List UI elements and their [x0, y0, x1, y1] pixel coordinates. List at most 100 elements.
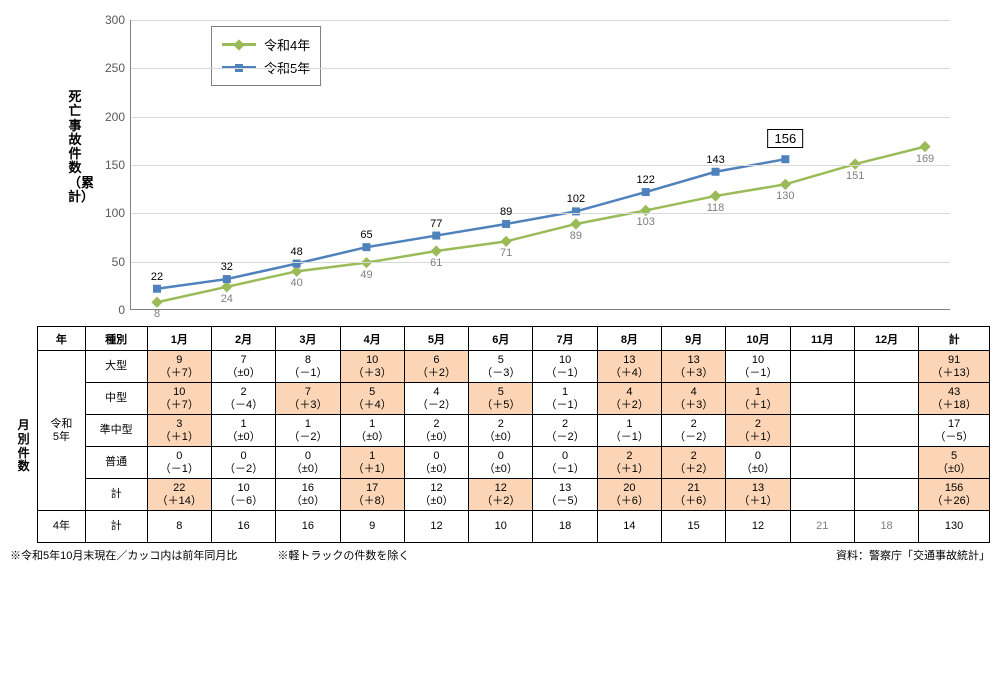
data-cell: 2（±0）	[404, 415, 468, 447]
data-cell: 12	[726, 511, 790, 543]
data-cell: 4（＋2）	[597, 383, 661, 415]
row-total: 43（＋18）	[919, 383, 990, 415]
y-tick: 200	[105, 110, 125, 124]
point-label: 151	[846, 170, 864, 182]
data-cell: 9	[340, 511, 404, 543]
point-label: 61	[430, 257, 442, 269]
row-total: 130	[919, 511, 990, 543]
data-cell: 8	[147, 511, 211, 543]
col-header: 年	[38, 327, 85, 351]
data-cell: 6（＋2）	[404, 351, 468, 383]
data-cell	[790, 415, 854, 447]
data-cell: 16	[276, 511, 340, 543]
data-cell: 1（±0）	[340, 415, 404, 447]
data-cell	[854, 351, 918, 383]
data-cell: 12	[404, 511, 468, 543]
data-cell: 13（＋1）	[726, 479, 790, 511]
data-cell: 18	[854, 511, 918, 543]
year-group: 令和5年	[38, 351, 85, 511]
col-header: 3月	[276, 327, 340, 351]
col-header: 2月	[211, 327, 275, 351]
data-cell: 1（＋1）	[340, 447, 404, 479]
col-header: 8月	[597, 327, 661, 351]
point-label: 118	[707, 202, 725, 214]
monthly-table: 年種別1月2月3月4月5月6月7月8月9月10月11月12月計月別件数令和5年大…	[10, 326, 990, 543]
col-header: 4月	[340, 327, 404, 351]
data-cell: 1（－1）	[533, 383, 597, 415]
data-cell	[790, 351, 854, 383]
row-label: 計	[85, 511, 147, 543]
data-cell: 7（±0）	[211, 351, 275, 383]
data-cell: 13（＋3）	[662, 351, 726, 383]
highlight-value: 156	[768, 129, 804, 148]
col-header: 10月	[726, 327, 790, 351]
data-cell: 21（＋6）	[662, 479, 726, 511]
data-cell	[854, 415, 918, 447]
row-label: 普通	[85, 447, 147, 479]
data-cell: 10（－1）	[533, 351, 597, 383]
point-label: 89	[570, 230, 582, 242]
data-cell: 13（＋4）	[597, 351, 661, 383]
data-cell	[854, 479, 918, 511]
col-header: 7月	[533, 327, 597, 351]
data-cell: 7（＋3）	[276, 383, 340, 415]
data-cell: 2（－2）	[662, 415, 726, 447]
row-total: 5（±0）	[919, 447, 990, 479]
point-label: 169	[916, 153, 934, 165]
side-label: 月別件数	[10, 351, 38, 543]
point-label: 65	[360, 229, 372, 241]
data-cell: 9（＋7）	[147, 351, 211, 383]
footnotes: ※令和5年10月末現在／カッコ内は前年同月比 ※軽トラックの件数を除く 資料：警…	[10, 547, 990, 563]
data-cell: 0（±0）	[276, 447, 340, 479]
year-4: 4年	[38, 511, 85, 543]
data-cell	[854, 447, 918, 479]
data-cell: 14	[597, 511, 661, 543]
plot-area: 令和4年 令和5年 050100150200250300824404961718…	[130, 20, 950, 310]
col-header: 1月	[147, 327, 211, 351]
col-header: 5月	[404, 327, 468, 351]
data-cell: 0（－1）	[533, 447, 597, 479]
data-cell	[790, 447, 854, 479]
point-label: 89	[500, 206, 512, 218]
point-label: 71	[500, 247, 512, 259]
row-total: 156（＋26）	[919, 479, 990, 511]
y-tick: 300	[105, 13, 125, 27]
data-cell: 18	[533, 511, 597, 543]
point-label: 122	[637, 174, 655, 186]
data-cell: 12（＋2）	[469, 479, 533, 511]
data-cell: 5（＋4）	[340, 383, 404, 415]
y-axis-title: 死亡事故件数（累計）	[68, 90, 82, 204]
data-cell: 20（＋6）	[597, 479, 661, 511]
footnote-2: ※軽トラックの件数を除く	[277, 547, 409, 563]
data-cell: 2（－4）	[211, 383, 275, 415]
data-cell: 8（－1）	[276, 351, 340, 383]
data-cell: 10	[469, 511, 533, 543]
y-tick: 50	[112, 255, 125, 269]
point-label: 24	[221, 293, 233, 305]
data-cell: 10（－6）	[211, 479, 275, 511]
point-label: 22	[151, 271, 163, 283]
col-header: 9月	[662, 327, 726, 351]
footnote-source: 資料：警察庁「交通事故統計」	[836, 547, 990, 563]
data-cell: 2（＋1）	[597, 447, 661, 479]
data-cell: 0（－2）	[211, 447, 275, 479]
data-cell: 13（－5）	[533, 479, 597, 511]
data-cell	[790, 479, 854, 511]
col-header: 6月	[469, 327, 533, 351]
col-header	[10, 327, 38, 351]
data-cell: 5（－3）	[469, 351, 533, 383]
row-label: 大型	[85, 351, 147, 383]
col-header: 種別	[85, 327, 147, 351]
data-cell: 0（±0）	[726, 447, 790, 479]
data-cell: 16（±0）	[276, 479, 340, 511]
data-cell	[854, 383, 918, 415]
data-cell: 12（±0）	[404, 479, 468, 511]
data-cell: 2（＋1）	[726, 415, 790, 447]
row-label: 計	[85, 479, 147, 511]
point-label: 77	[430, 218, 442, 230]
data-cell: 1（＋1）	[726, 383, 790, 415]
y-tick: 150	[105, 158, 125, 172]
cumulative-chart: 死亡事故件数（累計） 令和4年 令和5年 0501001502002503008…	[10, 10, 990, 320]
y-tick: 0	[118, 303, 125, 317]
data-cell: 4（－2）	[404, 383, 468, 415]
